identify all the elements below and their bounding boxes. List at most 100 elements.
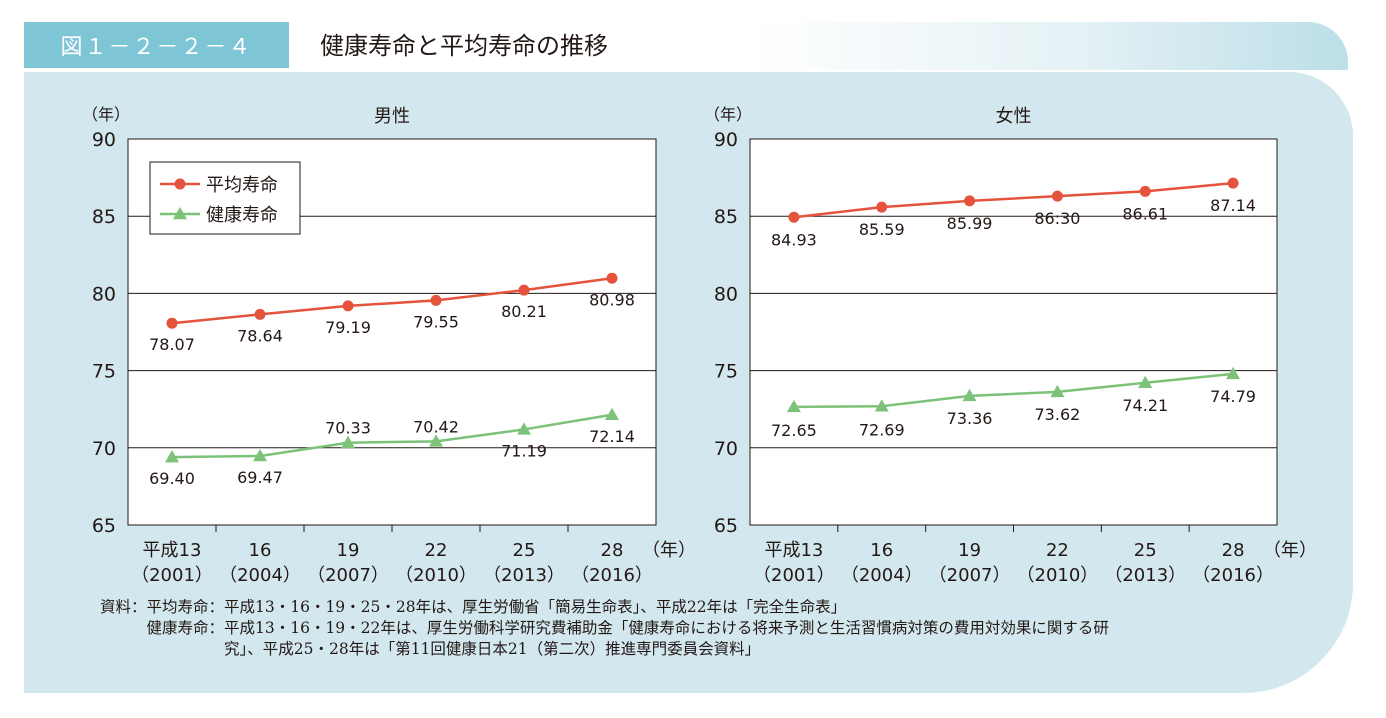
legend-label-average: 平均寿命 (206, 175, 278, 196)
x-tick-label: 16 (870, 540, 893, 561)
series-line-healthy (793, 372, 1234, 409)
x-tick-label: 平成13 (764, 540, 823, 561)
data-label-average: 86.61 (1122, 204, 1168, 223)
point-healthy (165, 450, 179, 463)
point-average (876, 201, 888, 213)
point-healthy (786, 399, 801, 413)
source-text: 平成13・16・19・25・28年は、厚生労働省「簡易生命表」、平成22年は「完… (224, 598, 847, 616)
data-label-healthy: 73.36 (947, 409, 993, 428)
healthy-source-label: 健康寿命： (146, 619, 224, 637)
point-healthy (517, 422, 531, 435)
data-label-average: 80.98 (589, 290, 635, 309)
x-tick-sublabel: （2013） (1104, 565, 1186, 586)
y-tick-label: 80 (92, 283, 116, 305)
x-tick-sublabel: （2016） (571, 565, 653, 586)
x-tick-label: 25 (1134, 540, 1157, 561)
data-label-average: 86:30 (1034, 209, 1080, 228)
series-line-average (171, 277, 613, 325)
y-tick-label: 70 (92, 438, 116, 460)
x-tick-sublabel: （2013） (483, 565, 565, 586)
legend-label-healthy: 健康寿命 (206, 205, 278, 226)
point-healthy (962, 388, 977, 402)
point-healthy (253, 448, 267, 462)
x-tick-sublabel: （2004） (841, 565, 923, 586)
data-label-average: 79.55 (413, 312, 459, 331)
point-average (254, 308, 266, 320)
figure-title: 健康寿命と平均寿命の推移 (320, 32, 608, 60)
data-label-average: 87.14 (1210, 196, 1256, 215)
data-label-healthy: 72.65 (771, 421, 817, 440)
x-tick-sublabel: （2010） (1017, 565, 1099, 586)
x-tick-label: 25 (513, 540, 536, 561)
x-tick-sublabel: （2016） (1192, 565, 1274, 586)
x-tick-sublabel: （2007） (929, 565, 1011, 586)
point-healthy (341, 435, 355, 448)
data-label-average: 80.21 (501, 302, 547, 321)
notes: 資料：平均寿命： 平成13・16・19・25・28年は、厚生労働省「簡易生命表」… (80, 597, 1109, 660)
x-axis-unit: （年） (1263, 540, 1317, 561)
data-label-average: 84.93 (771, 230, 817, 249)
x-tick-label: 22 (425, 540, 448, 561)
y-tick-label: 65 (714, 515, 738, 537)
data-label-healthy: 73.62 (1035, 405, 1081, 424)
source-label: 資料：平均寿命： (99, 598, 224, 616)
x-tick-label: 16 (249, 540, 272, 561)
data-label-average: 85.59 (859, 220, 905, 239)
point-healthy (1226, 366, 1241, 380)
point-healthy (874, 399, 889, 412)
charts-canvas: 65 70 75 80 85 90 男性 （年） （年） 平成13 （2001） 16 （2004） 19… (82, 105, 1317, 586)
point-average (788, 211, 800, 223)
y-tick-label: 90 (714, 129, 738, 151)
data-label-healthy: 74.21 (1122, 396, 1168, 415)
data-label-average: 85.99 (947, 214, 993, 233)
x-tick-sublabel: （2001） (753, 565, 835, 586)
plot-area (749, 138, 1278, 526)
data-label-healthy: 69.40 (149, 469, 195, 488)
x-tick-sublabel: （2010） (395, 565, 477, 586)
y-tick-label: 80 (714, 283, 738, 305)
point-average (430, 294, 442, 306)
y-tick-label: 65 (92, 515, 116, 537)
x-tick-label: 19 (958, 540, 981, 561)
point-average (518, 284, 530, 296)
x-tick-label: 22 (1046, 540, 1069, 561)
data-label-average: 78.07 (149, 335, 195, 354)
series-line-healthy (171, 413, 613, 459)
x-tick-label: 平成13 (143, 540, 202, 561)
point-healthy (1138, 375, 1153, 389)
data-label-healthy: 74.79 (1210, 387, 1256, 406)
series-line-average (793, 181, 1234, 219)
x-tick-sublabel: （2007） (307, 565, 389, 586)
y-axis-unit: （年） (82, 105, 130, 124)
x-tick-label: 28 (601, 540, 624, 561)
x-tick-label: 19 (337, 540, 360, 561)
point-average (1139, 185, 1151, 197)
data-label-healthy: 70.42 (413, 417, 459, 436)
x-tick-sublabel: （2004） (219, 565, 301, 586)
point-average (342, 300, 354, 312)
point-average (1051, 190, 1063, 202)
healthy-source-text-2: 究」、平成25・28年は「第11回健康日本21（第二次）推進専門委員会資料」 (224, 640, 761, 658)
indent-spacer (80, 639, 224, 660)
data-label-healthy: 71.19 (501, 441, 547, 460)
data-label-average: 78.64 (237, 326, 283, 345)
legend-marker-average (174, 178, 186, 190)
y-tick-label: 85 (92, 206, 116, 228)
healthy-source-text: 平成13・16・19・22年は、厚生労働科学研究費補助金「健康寿命における将来予… (224, 619, 1109, 637)
x-tick-label: 28 (1222, 540, 1245, 561)
x-axis-unit: （年） (642, 540, 696, 561)
point-average (1227, 177, 1239, 189)
point-healthy (605, 407, 619, 421)
data-label-healthy: 69.47 (237, 468, 283, 487)
legend-marker-healthy (173, 207, 187, 220)
y-tick-label: 70 (714, 438, 738, 460)
y-tick-label: 75 (92, 361, 116, 383)
data-label-average: 79.19 (325, 318, 371, 337)
data-label-healthy: 72.69 (859, 420, 905, 439)
x-tick-sublabel: （2001） (131, 565, 213, 586)
chart-title: 男性 (374, 106, 410, 127)
y-axis-unit: （年） (704, 105, 752, 124)
y-tick-label: 90 (92, 129, 116, 151)
point-average (606, 272, 618, 284)
y-tick-label: 75 (714, 361, 738, 383)
